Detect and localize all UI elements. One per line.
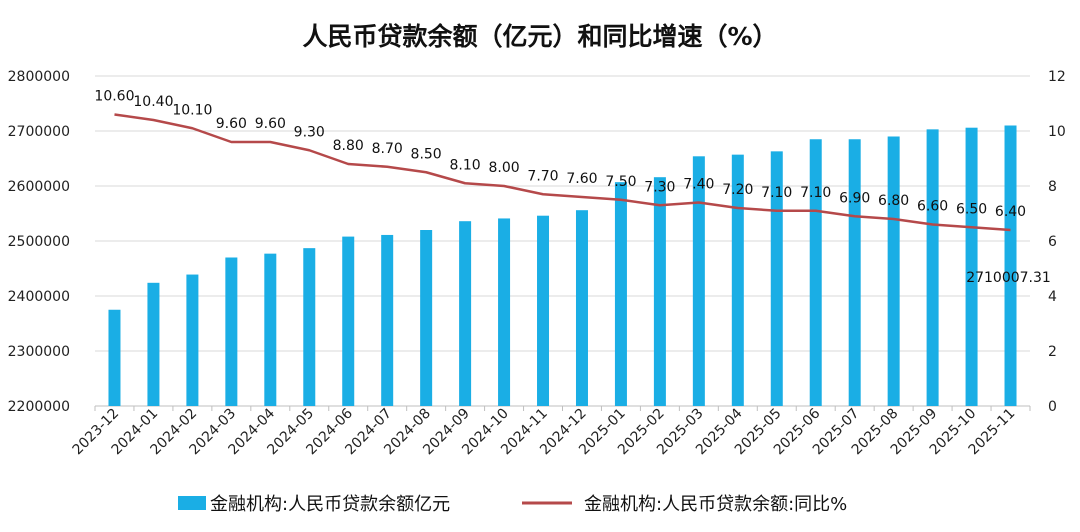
bar bbox=[147, 282, 160, 406]
bar bbox=[225, 257, 238, 406]
line-value-label: 7.50 bbox=[605, 174, 636, 190]
bar bbox=[1004, 125, 1017, 407]
line-value-label: 6.80 bbox=[878, 193, 909, 209]
bar bbox=[692, 156, 705, 406]
legend-label-line: 金融机构:人民币贷款余额:同比% bbox=[584, 494, 847, 515]
bar bbox=[537, 215, 550, 406]
line-value-label: 7.60 bbox=[566, 171, 597, 187]
y-left-tick-label: 2300000 bbox=[8, 344, 70, 360]
bar bbox=[653, 177, 666, 406]
legend-label-bars: 金融机构:人民币贷款余额亿元 bbox=[210, 494, 450, 515]
bar bbox=[108, 309, 121, 406]
bar bbox=[381, 234, 394, 406]
bar bbox=[342, 236, 355, 406]
bar bbox=[965, 127, 978, 406]
y-right-tick-label: 2 bbox=[1048, 344, 1057, 360]
line-value-label: 7.70 bbox=[527, 168, 558, 184]
bar bbox=[614, 182, 627, 406]
line-value-label: 6.40 bbox=[995, 204, 1026, 220]
bar bbox=[887, 136, 900, 406]
bar bbox=[575, 210, 588, 406]
y-left-tick-label: 2800000 bbox=[8, 69, 70, 85]
bar bbox=[264, 253, 277, 406]
line-value-label: 7.30 bbox=[644, 179, 675, 195]
bar bbox=[770, 151, 783, 406]
chart-title: 人民币贷款余额（亿元）和同比增速（%） bbox=[302, 22, 777, 51]
line-value-label: 9.30 bbox=[294, 124, 325, 140]
y-right-tick-label: 10 bbox=[1048, 124, 1066, 140]
line-value-label: 8.00 bbox=[488, 160, 519, 176]
line-value-label: 8.80 bbox=[333, 138, 364, 154]
line-value-label: 9.60 bbox=[255, 116, 286, 132]
bar bbox=[809, 139, 822, 406]
line-value-label: 8.50 bbox=[411, 146, 442, 162]
line-value-label: 6.50 bbox=[956, 201, 987, 217]
y-left-tick-label: 2600000 bbox=[8, 179, 70, 195]
y-left-tick-label: 2200000 bbox=[8, 399, 70, 415]
line-value-label: 7.20 bbox=[722, 182, 753, 198]
bar-value-label: 2710007.31 bbox=[966, 270, 1051, 286]
bar bbox=[186, 274, 199, 406]
line-value-label: 7.10 bbox=[761, 185, 792, 201]
line-value-label: 7.10 bbox=[800, 185, 831, 201]
line-value-label: 6.60 bbox=[917, 199, 948, 215]
y-left-tick-label: 2500000 bbox=[8, 234, 70, 250]
line-value-label: 7.40 bbox=[683, 177, 714, 193]
bar bbox=[420, 230, 433, 406]
y-right-tick-label: 6 bbox=[1048, 234, 1057, 250]
bar bbox=[459, 221, 472, 406]
y-left-tick-label: 2400000 bbox=[8, 289, 70, 305]
y-right-tick-label: 12 bbox=[1048, 69, 1066, 85]
line-value-label: 9.60 bbox=[216, 116, 247, 132]
line-value-label: 10.10 bbox=[172, 102, 212, 118]
y-right-tick-label: 0 bbox=[1048, 399, 1057, 415]
y-right-tick-label: 8 bbox=[1048, 179, 1057, 195]
line-series bbox=[114, 113, 1011, 232]
y-left-tick-label: 2700000 bbox=[8, 124, 70, 140]
line-value-label: 10.60 bbox=[94, 89, 134, 105]
line-value-label: 10.40 bbox=[133, 94, 173, 110]
line-value-label: 6.90 bbox=[839, 190, 870, 206]
bar bbox=[303, 248, 316, 406]
legend-swatch-bars bbox=[178, 496, 206, 510]
line-value-label: 8.70 bbox=[372, 141, 403, 157]
y-right-tick-label: 4 bbox=[1048, 289, 1057, 305]
bar bbox=[731, 154, 744, 406]
line-value-label: 8.10 bbox=[450, 157, 481, 173]
bar bbox=[926, 129, 939, 406]
bar bbox=[498, 218, 511, 406]
bar bbox=[848, 139, 861, 406]
